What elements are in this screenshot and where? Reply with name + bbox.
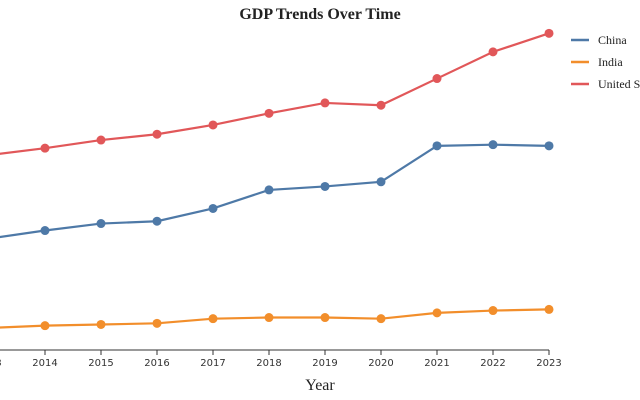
data-point	[264, 185, 274, 195]
legend-label: China	[598, 33, 627, 47]
legend-label: United States	[598, 77, 640, 91]
data-point	[152, 318, 162, 328]
data-point	[208, 314, 218, 324]
data-point	[264, 108, 274, 118]
x-tick-label: 2017	[200, 358, 225, 369]
x-tick-label: 2013	[0, 358, 2, 369]
data-point	[432, 308, 442, 318]
data-point	[488, 47, 498, 57]
x-tick-label: 2014	[32, 358, 57, 369]
data-point	[432, 74, 442, 84]
x-tick-label: 2016	[144, 358, 169, 369]
data-point	[376, 177, 386, 187]
data-point	[40, 321, 50, 331]
data-point	[40, 143, 50, 153]
series-line	[0, 308, 550, 329]
data-point	[376, 314, 386, 324]
x-axis-label: Year	[305, 377, 335, 394]
x-tick-label: 2020	[368, 358, 393, 369]
x-tick-label: 2023	[536, 358, 561, 369]
data-point	[320, 181, 330, 191]
data-point	[208, 120, 218, 130]
data-point	[544, 28, 554, 38]
data-point	[544, 304, 554, 314]
data-point	[376, 100, 386, 110]
data-point	[152, 129, 162, 139]
data-point	[96, 135, 106, 145]
data-point	[152, 216, 162, 226]
series-line	[0, 32, 550, 155]
data-point	[544, 141, 554, 151]
data-point	[432, 141, 442, 151]
data-point	[96, 219, 106, 229]
legend-label: India	[598, 55, 623, 69]
data-point	[320, 313, 330, 323]
x-tick-label: 2015	[88, 358, 113, 369]
data-point	[264, 313, 274, 323]
x-tick-label: 2018	[256, 358, 281, 369]
x-tick-label: 2021	[424, 358, 449, 369]
x-tick-label: 2019	[312, 358, 337, 369]
data-point	[96, 319, 106, 329]
data-point	[320, 98, 330, 108]
data-point	[208, 203, 218, 213]
data-point	[40, 226, 50, 236]
series-line	[0, 143, 550, 239]
chart-title: GDP Trends Over Time	[239, 6, 400, 23]
data-point	[488, 140, 498, 150]
x-tick-label: 2022	[480, 358, 505, 369]
data-point	[488, 306, 498, 316]
